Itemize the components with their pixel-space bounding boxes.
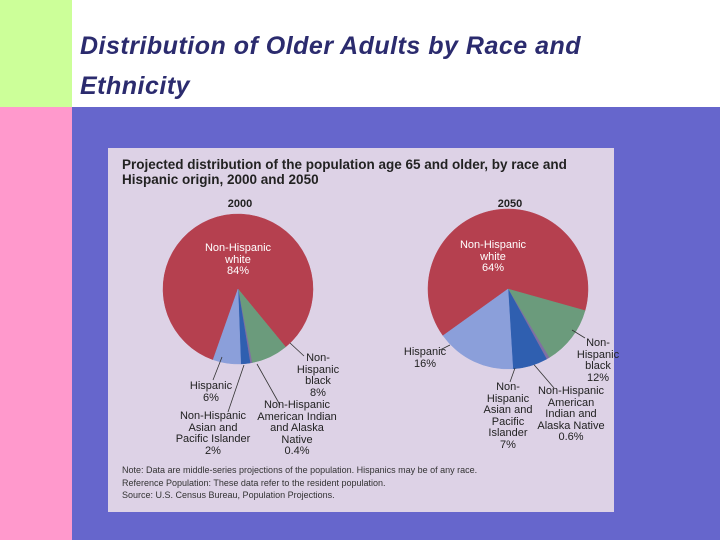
figure-note: Reference Population: These data refer t…: [122, 477, 386, 488]
slice-label: Non-Hispanic Asian and Pacific Islander 7…: [477, 381, 539, 451]
leader-line: [571, 329, 586, 339]
pie-title: 2000: [227, 198, 253, 210]
side-strip: [0, 107, 72, 540]
leader-line: [212, 356, 223, 381]
slice-category: Non-Hispanic American Indian and Alaska …: [257, 399, 337, 446]
slice-category: Non-Hispanic American Indian and Alaska …: [537, 385, 605, 432]
slice-category: Non-Hispanic black: [296, 352, 340, 387]
slice-label: Hispanic 6%: [181, 380, 241, 404]
pie-slice: [162, 213, 314, 361]
slice-label: Non-Hispanic black 12%: [572, 337, 624, 384]
slice-value: 7%: [500, 438, 516, 451]
slice-label: Non-Hispanic white 84%: [193, 242, 283, 278]
slide-title: Distribution of Older Adults by Race and…: [80, 32, 582, 100]
leader-line: [509, 367, 516, 383]
slice-value: 0.4%: [284, 445, 310, 457]
slice-value: 0.6%: [558, 431, 584, 443]
slice-value: 2%: [205, 444, 221, 457]
slice-category: Non-Hispanic Asian and Pacific Islander: [483, 381, 533, 439]
leader-line: [256, 363, 281, 406]
slice-category: Hispanic: [403, 346, 447, 358]
corner-block: [0, 0, 72, 107]
slice-category: Non-Hispanic white: [459, 239, 527, 263]
pie-slice: [427, 208, 589, 336]
pie-title: 2050: [497, 198, 523, 210]
figure-note: Source: U.S. Census Bureau, Population P…: [122, 490, 335, 500]
leader-line: [439, 344, 451, 351]
slice-value: 16%: [413, 357, 437, 370]
slice-value: 12%: [586, 371, 610, 384]
slice-value: 8%: [310, 386, 326, 399]
pie-slice: [212, 288, 242, 365]
slice-label: Hispanic 16%: [394, 346, 456, 370]
pie-slice: [507, 288, 586, 358]
slice-category: Non-Hispanic Asian and Pacific Islander: [175, 410, 251, 445]
leader-line: [227, 364, 245, 413]
figure-note: Note: Data are middle-series projections…: [122, 465, 478, 475]
slice-label: Non-Hispanic white 64%: [448, 239, 538, 275]
slice-value: 64%: [481, 262, 505, 274]
slice-value: 6%: [203, 391, 219, 404]
leader-line: [289, 342, 305, 357]
pie-slice: [442, 288, 514, 370]
slice-label: Non-Hispanic American Indian and Alaska …: [536, 385, 606, 444]
slice-category: Hispanic: [189, 380, 233, 392]
slice-label: Non-Hispanic American Indian and Alaska …: [257, 399, 337, 458]
slice-category: Non-Hispanic white: [204, 242, 272, 266]
slice-label: Non-Hispanic Asian and Pacific Islander 2…: [172, 410, 254, 457]
slice-label: Non-Hispanic black 8%: [292, 352, 344, 399]
figure-title: Projected distribution of the population…: [122, 157, 567, 187]
slice-category: Non-Hispanic black: [576, 337, 620, 372]
slice-value: 84%: [226, 265, 250, 277]
